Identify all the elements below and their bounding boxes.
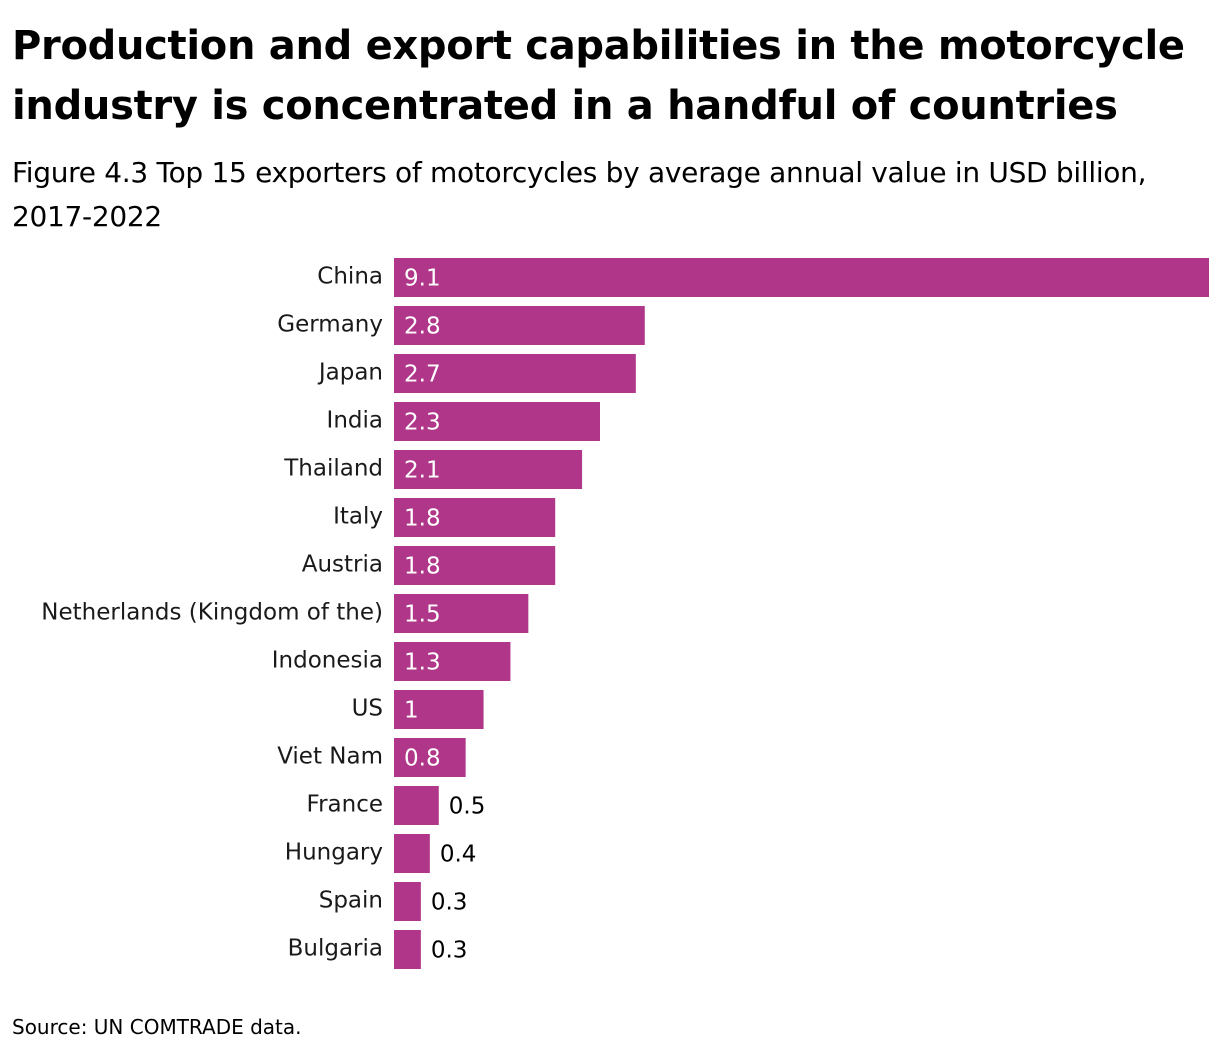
bar: [394, 546, 556, 585]
category-label: Bulgaria: [288, 936, 383, 962]
bar: [394, 738, 466, 777]
category-label: US: [352, 696, 383, 722]
category-label: Hungary: [285, 840, 383, 866]
value-label: 1.8: [404, 554, 441, 580]
bar: [394, 306, 645, 345]
category-label: Viet Nam: [277, 744, 383, 770]
value-label: 2.7: [404, 362, 441, 388]
value-label: 0.8: [404, 746, 441, 772]
bar: [394, 930, 421, 969]
category-label: India: [327, 408, 383, 434]
category-label: Spain: [319, 888, 383, 914]
bar: [394, 402, 600, 441]
bar: [394, 882, 421, 921]
chart-title: Production and export capabilities in th…: [12, 23, 1185, 129]
category-label: Thailand: [283, 456, 383, 482]
chart-subtitle: Figure 4.3 Top 15 exporters of motorcycl…: [12, 156, 1147, 233]
bar: [394, 690, 484, 729]
bar: [394, 450, 583, 489]
category-label: Indonesia: [272, 648, 383, 674]
bar: [394, 786, 439, 825]
value-label: 1.5: [404, 602, 441, 628]
category-label: Germany: [277, 312, 383, 338]
value-label: 1.3: [404, 650, 441, 676]
value-label: 9.1: [404, 266, 441, 292]
value-label: 2.1: [404, 458, 441, 484]
value-label: 0.4: [440, 842, 477, 868]
value-label: 1: [404, 698, 419, 724]
value-label: 2.3: [404, 410, 441, 436]
value-label: 0.5: [449, 794, 486, 820]
bar: [394, 354, 636, 393]
source-note: Source: UN COMTRADE data.: [12, 1015, 302, 1039]
category-label: Italy: [333, 504, 383, 530]
bar: [394, 834, 430, 873]
value-label: 1.8: [404, 506, 441, 532]
bar: [394, 594, 529, 633]
category-label: Netherlands (Kingdom of the): [41, 600, 383, 626]
category-label: Austria: [302, 552, 383, 578]
bar: [394, 642, 511, 681]
category-label: China: [317, 264, 383, 290]
category-label: France: [307, 792, 383, 818]
bar: [394, 498, 556, 537]
category-label: Japan: [317, 360, 383, 386]
value-label: 0.3: [431, 890, 468, 916]
value-label: 0.3: [431, 938, 468, 964]
bar: [394, 258, 1209, 297]
value-label: 2.8: [404, 314, 441, 340]
